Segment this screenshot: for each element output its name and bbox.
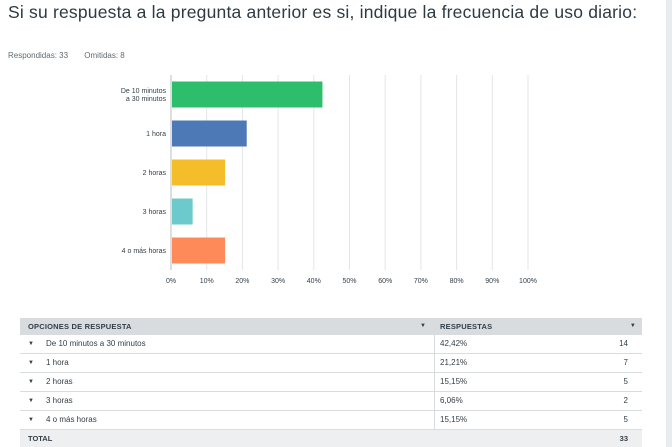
- option-percent: 6,06%: [440, 396, 463, 405]
- x-tick-label: 20%: [235, 278, 249, 285]
- skipped-count: Omitidas: 8: [84, 51, 125, 60]
- answered-count: Respondidas: 33: [8, 51, 69, 60]
- table-row: ▼ 1 hora 21,21% 7: [20, 354, 642, 373]
- x-tick-label: 80%: [450, 278, 464, 285]
- option-count: 2: [623, 396, 628, 405]
- page-scroll-gutter: [666, 0, 672, 447]
- column-divider: [434, 392, 435, 410]
- x-tick-label: 70%: [414, 278, 428, 285]
- col-header-responses[interactable]: RESPUESTAS: [440, 322, 493, 331]
- table-row: ▼ 3 horas 6,06% 2: [20, 392, 642, 411]
- option-percent: 15,15%: [440, 377, 468, 386]
- x-tick-label: 30%: [271, 278, 285, 285]
- column-divider: [434, 335, 435, 353]
- column-divider: [434, 354, 435, 372]
- expand-caret-icon[interactable]: ▼: [28, 398, 34, 404]
- option-percent: 42,42%: [440, 339, 468, 348]
- option-percent: 21,21%: [440, 358, 468, 367]
- x-tick-label: 10%: [200, 278, 214, 285]
- option-label: 4 o más horas: [46, 415, 97, 424]
- table-header: OPCIONES DE RESPUESTA ▼ RESPUESTAS ▼: [20, 318, 642, 335]
- bar[interactable]: [172, 120, 247, 147]
- sort-responses-caret-icon[interactable]: ▼: [629, 323, 636, 329]
- x-tick-label: 100%: [519, 278, 537, 285]
- option-percent: 15,15%: [440, 415, 468, 424]
- total-label: TOTAL: [28, 434, 53, 443]
- bar-chart: 0% 10% 20% 30% 40% 50% 60% 70% 80% 90% 100% De 10 m…: [121, 75, 537, 285]
- category-label: 2 horas: [143, 170, 167, 177]
- responses-table: OPCIONES DE RESPUESTA ▼ RESPUESTAS ▼ ▼ De…: [20, 318, 642, 447]
- option-label: 2 horas: [46, 377, 73, 386]
- option-count: 5: [623, 377, 628, 386]
- bar[interactable]: [172, 81, 323, 108]
- bar[interactable]: [172, 198, 193, 225]
- table-row: ▼ De 10 minutos a 30 minutos 42,42% 14: [20, 335, 642, 354]
- table-body: ▼ De 10 minutos a 30 minutos 42,42% 14 ▼ 1 ho…: [20, 335, 642, 430]
- category-label: a 30 minutos: [126, 96, 167, 103]
- col-header-options[interactable]: OPCIONES DE RESPUESTA: [28, 322, 132, 331]
- question-title: Si su respuesta a la pregunta anterior e…: [8, 2, 638, 22]
- table-row: ▼ 2 horas 15,15% 5: [20, 373, 642, 392]
- option-label: 1 hora: [46, 358, 69, 367]
- expand-caret-icon[interactable]: ▼: [28, 360, 34, 366]
- column-divider: [434, 411, 435, 429]
- bar[interactable]: [172, 159, 226, 186]
- expand-caret-icon[interactable]: ▼: [28, 341, 34, 347]
- category-label: 3 horas: [143, 209, 167, 216]
- option-count: 14: [619, 339, 628, 348]
- category-label: 1 hora: [146, 131, 166, 138]
- x-tick-label: 90%: [485, 278, 499, 285]
- x-tick-label: 0%: [166, 278, 176, 285]
- option-label: De 10 minutos a 30 minutos: [46, 339, 146, 348]
- option-count: 7: [623, 358, 628, 367]
- sort-options-caret-icon[interactable]: ▼: [420, 323, 427, 329]
- option-count: 5: [623, 415, 628, 424]
- expand-caret-icon[interactable]: ▼: [28, 417, 34, 423]
- category-label: 4 o más horas: [122, 248, 167, 255]
- column-divider: [434, 373, 435, 391]
- x-tick-label: 40%: [307, 278, 321, 285]
- total-count: 33: [619, 434, 628, 443]
- expand-caret-icon[interactable]: ▼: [28, 379, 34, 385]
- category-label: De 10 minutos: [121, 88, 167, 95]
- response-stats: Respondidas: 33 Omitidas: 8: [8, 51, 139, 60]
- table-total-row: TOTAL 33: [20, 430, 642, 447]
- option-label: 3 horas: [46, 396, 73, 405]
- x-tick-label: 50%: [342, 278, 356, 285]
- table-row: ▼ 4 o más horas 15,15% 5: [20, 411, 642, 430]
- bar[interactable]: [172, 237, 226, 264]
- x-tick-label: 60%: [378, 278, 392, 285]
